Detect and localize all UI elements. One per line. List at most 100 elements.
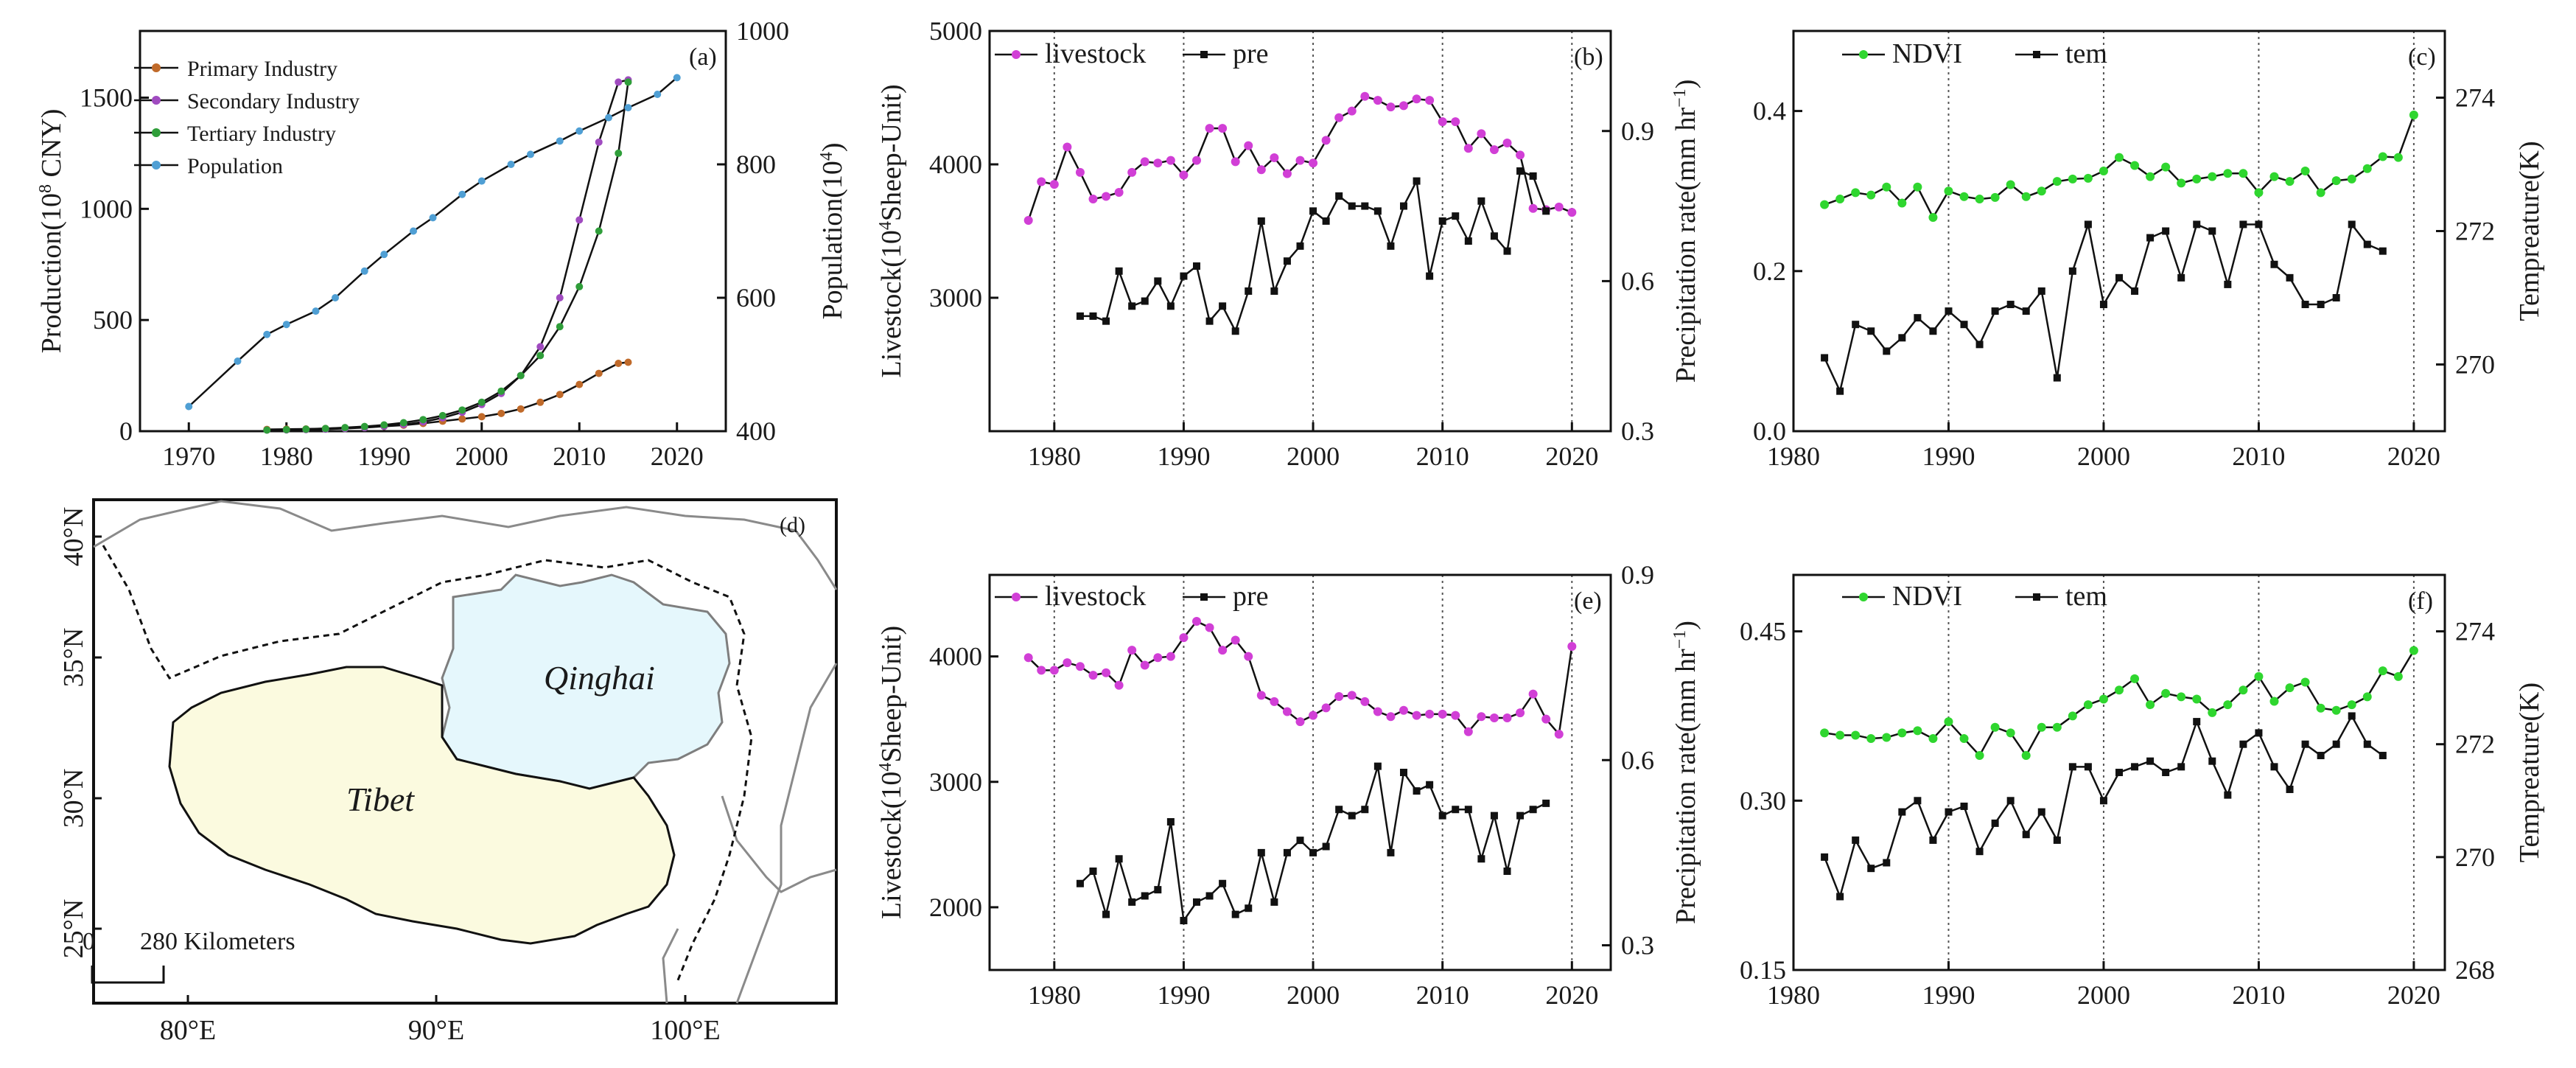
y-tick-label-left: 1000 <box>80 194 133 223</box>
chart-panel-a: 1970 1980 1990 2000 2010 2020 0 500 1000 1500 400 6… <box>36 16 848 471</box>
x-tick-label: 2000 <box>1287 441 1340 471</box>
y-tick-label-right: 0.9 <box>1621 116 1654 146</box>
data-point <box>1321 136 1331 145</box>
data-point <box>1140 660 1149 670</box>
data-point <box>2393 671 2403 681</box>
data-point <box>1866 190 1876 200</box>
data-point <box>2161 162 2171 172</box>
data-point <box>1502 713 1512 722</box>
data-point <box>1153 653 1163 663</box>
x-tick-label: 2010 <box>1416 441 1469 471</box>
data-point <box>1528 203 1538 213</box>
data-point <box>1231 157 1240 167</box>
legend-marker <box>1859 50 1868 59</box>
data-point <box>2269 697 2279 706</box>
data-point <box>1256 691 1266 700</box>
data-point <box>556 294 564 301</box>
data-point <box>2146 234 2155 242</box>
data-point <box>1049 666 1059 675</box>
data-point <box>1193 262 1200 271</box>
panel-label: (a) <box>689 43 717 71</box>
y-tick-label-left: 0.30 <box>1740 786 1786 815</box>
data-point <box>2177 692 2186 702</box>
data-point <box>605 114 612 122</box>
data-point <box>321 425 329 433</box>
data-point <box>2208 227 2216 235</box>
y-axis-label-right: Precipitation rate(mm hr−1) <box>1670 80 1701 383</box>
data-point <box>2037 722 2046 732</box>
data-point <box>497 409 505 417</box>
data-point <box>1516 150 1525 160</box>
data-point <box>1309 711 1318 720</box>
data-point <box>1959 734 1969 744</box>
data-point <box>1897 198 1907 208</box>
data-point <box>477 398 486 406</box>
data-point <box>1490 812 1498 820</box>
x-tick-label: 1970 <box>162 441 215 471</box>
legend-label: livestock <box>1045 581 1146 612</box>
data-point <box>2332 740 2340 748</box>
data-point <box>1309 848 1317 856</box>
data-point <box>1412 711 1421 720</box>
legend-marker <box>2033 593 2040 601</box>
scalebar <box>91 966 165 984</box>
data-point <box>1928 734 1938 744</box>
data-point <box>2286 273 2294 282</box>
y-tick-label-left: 0.45 <box>1740 617 1786 646</box>
legend-label: Primary Industry <box>187 57 337 81</box>
data-point <box>458 190 466 198</box>
legend-marker <box>1200 51 1208 58</box>
y-tick-label-right: 0.6 <box>1621 266 1654 296</box>
data-point <box>1283 257 1291 265</box>
data-point <box>1114 188 1124 198</box>
data-point <box>1477 197 1485 205</box>
data-point <box>1205 623 1214 632</box>
data-point <box>1257 848 1265 856</box>
data-point <box>1529 172 1537 180</box>
data-point <box>2224 791 2232 799</box>
data-point <box>1913 182 1922 192</box>
data-point <box>419 416 427 424</box>
data-point <box>1282 169 1292 178</box>
data-point <box>1154 886 1162 894</box>
data-point <box>1334 113 1344 122</box>
data-point <box>556 137 564 145</box>
x-tick-label: 2010 <box>2232 441 2285 471</box>
x-tick-label: 1990 <box>1157 980 1210 1010</box>
data-point <box>1373 707 1382 716</box>
region-tibet <box>168 666 676 945</box>
data-point <box>1959 192 1969 201</box>
data-point <box>1102 192 1111 201</box>
legend-marker <box>152 161 161 170</box>
data-point <box>2286 785 2294 793</box>
data-point <box>2332 294 2340 301</box>
data-point <box>2099 301 2107 309</box>
data-point <box>1835 730 1845 740</box>
legend-marker <box>152 96 161 105</box>
data-point <box>1309 207 1317 215</box>
data-point <box>2084 763 2092 771</box>
data-point <box>2068 763 2076 771</box>
data-point <box>1296 242 1304 250</box>
data-point <box>2348 712 2356 720</box>
data-point <box>1076 312 1084 320</box>
panel-label: (e) <box>1574 587 1602 615</box>
data-point <box>1516 167 1525 175</box>
data-point <box>1852 836 1860 844</box>
data-point <box>1348 812 1356 820</box>
data-point <box>2146 700 2155 710</box>
data-point <box>2068 174 2077 184</box>
data-point <box>2037 186 2046 196</box>
y-axis-label-right: Precipitation rate(mm hr−1) <box>1670 621 1701 924</box>
data-point <box>1166 156 1175 165</box>
legend-label: NDVI <box>1892 38 1962 69</box>
data-point <box>1820 728 1830 738</box>
y-axis-label-left: Livestock(104Sheep-Unit) <box>876 626 907 919</box>
data-point <box>282 321 290 329</box>
data-point <box>575 282 584 290</box>
x-tick-label: 2000 <box>1287 980 1340 1010</box>
data-point <box>1180 917 1188 924</box>
y-axis-label-right: Population(104) <box>817 143 848 320</box>
legend-marker <box>2033 51 2040 58</box>
data-point <box>2255 729 2263 737</box>
